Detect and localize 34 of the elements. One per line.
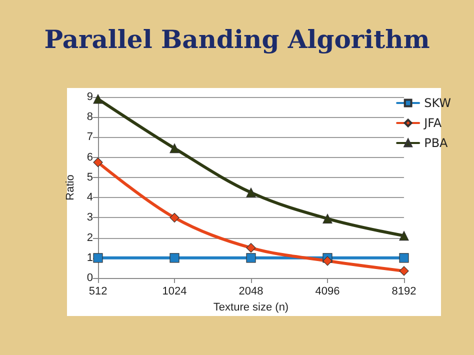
chart-title: Parallel Banding Algorithm [44,25,430,54]
x-tick-label: 2048 [238,286,264,298]
y-tick-label: 6 [86,151,93,164]
y-tick-label: 7 [86,131,93,144]
y-tick-label: 3 [86,212,93,224]
point [246,253,256,263]
y-tick-label: 9 [86,91,93,103]
y-tick-label: 5 [86,171,93,184]
point [170,253,180,263]
x-tick-label: 1024 [162,286,187,298]
point [399,230,409,241]
y-tick-label: 0 [86,272,93,284]
point [170,212,180,222]
x-tick-label: 512 [88,286,108,298]
point [246,188,256,198]
legend-label: PBA [424,136,449,150]
y-tick-label: 2 [86,232,93,244]
y-tick-label: 1 [86,252,93,264]
legend-label: JFA [423,116,442,130]
point [93,253,103,263]
x-axis-title: Texture size (n) [213,302,289,314]
point [399,266,409,276]
y-tick-label: 8 [86,111,93,124]
point [322,214,332,224]
y-axis-title: Ratio [64,174,76,200]
point [399,253,409,263]
x-tick-label: 8192 [392,286,416,298]
y-tick-label: 4 [86,192,93,204]
point [322,256,332,266]
point [93,158,103,168]
x-tick-label: 4096 [315,286,340,298]
point [246,243,256,253]
point [170,143,180,154]
legend-label: SKW [424,96,452,110]
